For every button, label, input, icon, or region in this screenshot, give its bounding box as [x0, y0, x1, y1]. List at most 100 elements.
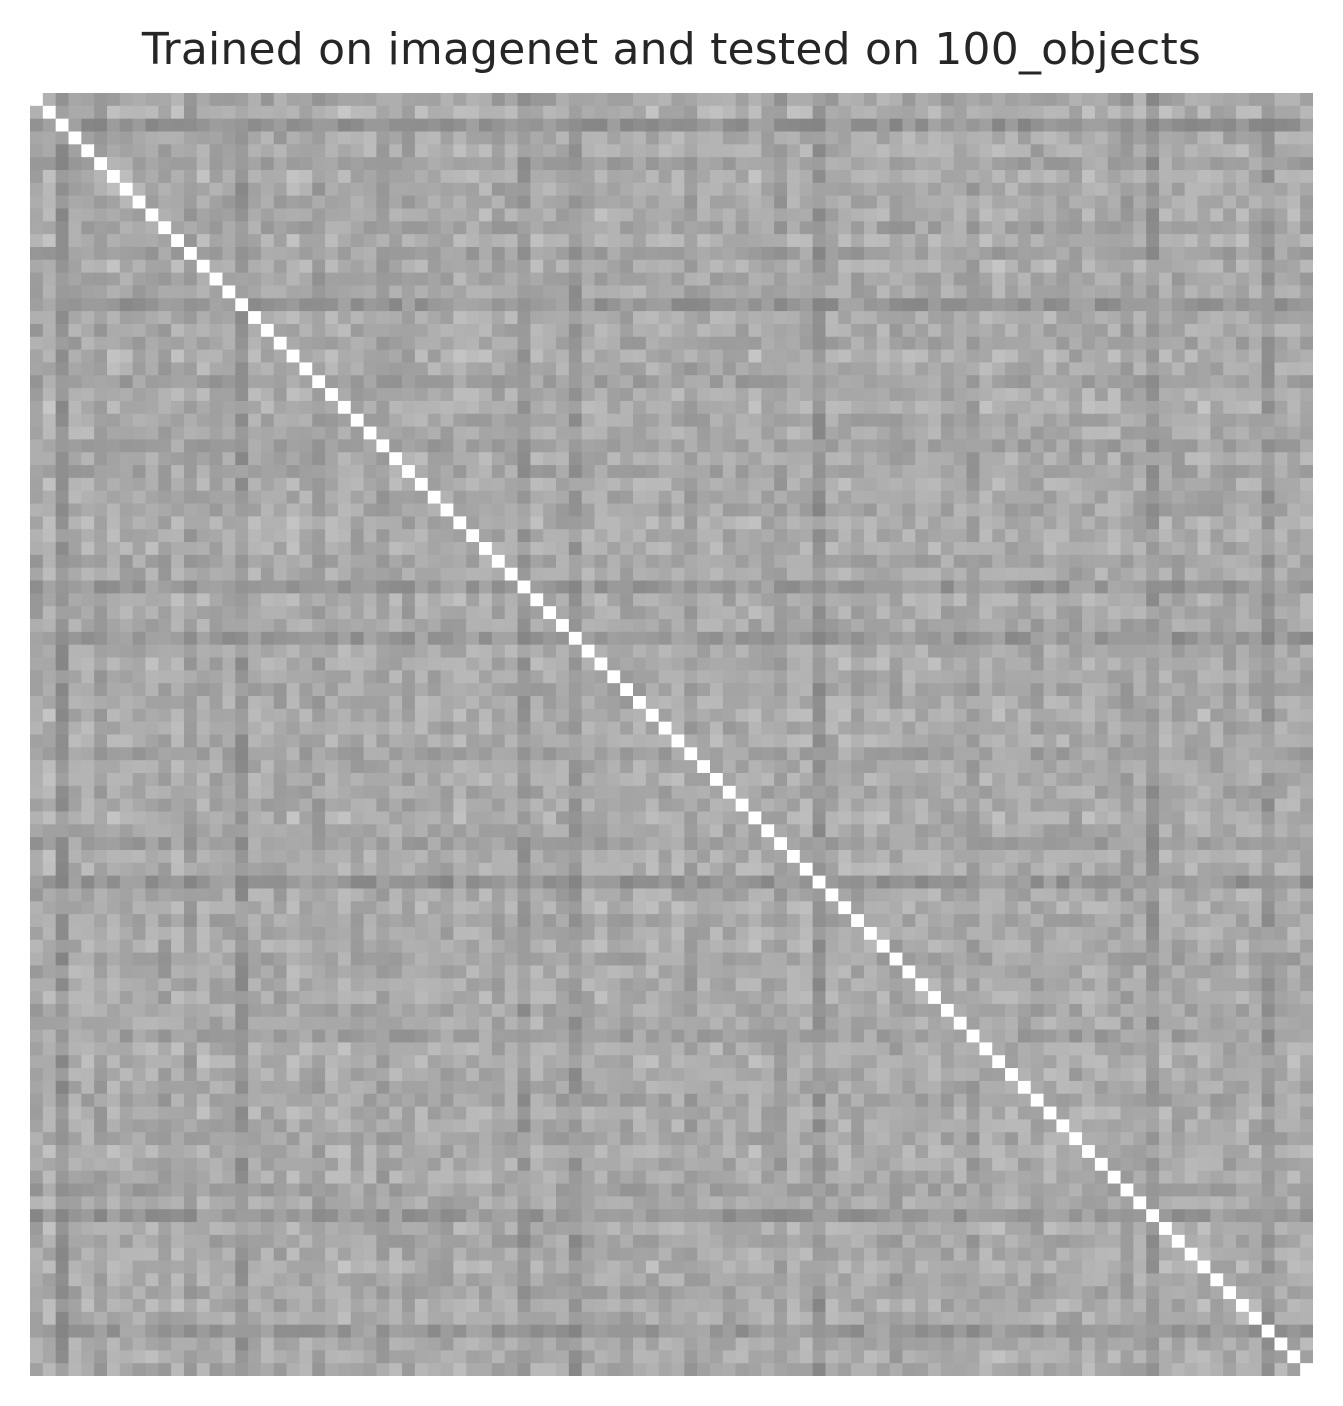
- heatmap-cell: [440, 529, 454, 543]
- heatmap-cell: [722, 670, 737, 684]
- heatmap-cell: [1197, 529, 1211, 543]
- heatmap-cell: [748, 708, 762, 723]
- heatmap-cell: [260, 182, 275, 197]
- heatmap-cell: [1094, 195, 1109, 210]
- heatmap-cell: [132, 144, 147, 158]
- heatmap-cell: [1120, 362, 1134, 376]
- heatmap-cell: [42, 131, 57, 145]
- heatmap-cell: [722, 542, 737, 556]
- heatmap-cell: [722, 349, 737, 364]
- heatmap-cell: [479, 477, 493, 492]
- heatmap-cell: [1223, 298, 1237, 312]
- heatmap-cell: [183, 619, 198, 633]
- heatmap-cell: [722, 259, 737, 274]
- heatmap-cell: [196, 362, 211, 376]
- heatmap-cell: [81, 542, 95, 556]
- heatmap-cell: [774, 554, 788, 569]
- heatmap-cell: [928, 323, 942, 338]
- heatmap-cell: [979, 503, 993, 517]
- heatmap-cell: [1287, 644, 1301, 659]
- heatmap-cell: [1159, 644, 1173, 659]
- heatmap-cell: [517, 644, 531, 659]
- heatmap-cell: [735, 593, 750, 607]
- heatmap-cell: [684, 580, 698, 594]
- heatmap-cell: [427, 400, 442, 415]
- heatmap-cell: [607, 349, 621, 364]
- heatmap-cell: [748, 285, 762, 299]
- heatmap-cell: [722, 144, 737, 158]
- heatmap-cell: [337, 285, 352, 299]
- heatmap-cell: [543, 708, 557, 723]
- heatmap-cell: [633, 195, 647, 210]
- heatmap-cell: [132, 439, 147, 453]
- heatmap-cell: [658, 708, 673, 723]
- heatmap-cell: [940, 542, 955, 556]
- heatmap-cell: [1171, 157, 1186, 171]
- heatmap-cell: [1133, 606, 1147, 620]
- heatmap-cell: [325, 323, 339, 338]
- heatmap-cell: [1223, 93, 1237, 107]
- heatmap-cell: [1248, 234, 1263, 248]
- heatmap-cell: [1005, 657, 1019, 671]
- heatmap-cell: [517, 182, 531, 197]
- heatmap-cell: [786, 683, 801, 697]
- heatmap-cell: [658, 285, 673, 299]
- heatmap-cell: [389, 490, 403, 505]
- heatmap-cell: [68, 195, 82, 210]
- heatmap-cell: [1248, 644, 1263, 659]
- heatmap-cell-diagonal: [350, 413, 365, 428]
- heatmap-cell: [1043, 490, 1057, 505]
- heatmap-cell: [812, 606, 827, 620]
- heatmap-cell: [684, 259, 698, 274]
- heatmap-cell: [1056, 644, 1070, 659]
- heatmap-cell: [1274, 580, 1288, 594]
- heatmap-cell: [119, 696, 134, 710]
- heatmap-cell: [697, 93, 711, 107]
- heatmap-cell: [1184, 375, 1199, 389]
- heatmap-cell: [786, 503, 801, 517]
- heatmap-cell: [312, 118, 326, 133]
- heatmap-cell: [581, 683, 596, 697]
- heatmap-cell: [979, 246, 993, 261]
- heatmap-cell: [1094, 221, 1109, 235]
- heatmap-cell: [389, 516, 403, 530]
- heatmap-cell: [543, 683, 557, 697]
- heatmap-cell: [543, 259, 557, 274]
- heatmap-cell: [915, 670, 929, 684]
- heatmap-cell: [106, 477, 121, 492]
- heatmap-cell: [851, 400, 865, 415]
- heatmap-cell: [786, 567, 801, 582]
- heatmap-cell: [222, 593, 236, 607]
- heatmap-cell: [453, 439, 467, 453]
- heatmap-cell: [581, 465, 596, 479]
- heatmap-cell: [889, 708, 904, 723]
- heatmap-cell: [953, 157, 968, 171]
- heatmap-cell: [1017, 670, 1032, 684]
- heatmap-cell: [350, 452, 365, 466]
- heatmap-cell: [530, 362, 544, 376]
- heatmap-cell: [171, 144, 185, 158]
- heatmap-cell: [722, 439, 737, 453]
- heatmap-cell: [504, 439, 519, 453]
- heatmap-cell: [684, 439, 698, 453]
- heatmap-cell: [607, 298, 621, 312]
- heatmap-cell: [928, 708, 942, 723]
- heatmap-cell: [196, 221, 211, 235]
- heatmap-cell: [1210, 683, 1224, 697]
- heatmap-cell: [466, 182, 480, 197]
- heatmap-cell: [658, 400, 673, 415]
- heatmap-cell: [774, 182, 788, 197]
- heatmap-cell: [106, 580, 121, 594]
- heatmap-cell: [106, 182, 121, 197]
- heatmap-cell: [915, 169, 929, 184]
- heatmap-cell: [286, 426, 301, 441]
- heatmap-cell: [594, 285, 608, 299]
- heatmap-cell: [953, 195, 968, 210]
- heatmap-cell: [1146, 644, 1160, 659]
- heatmap-cell: [992, 477, 1006, 492]
- heatmap-cell: [68, 298, 82, 312]
- heatmap-cell: [363, 580, 378, 594]
- heatmap-cell: [1171, 272, 1186, 287]
- heatmap-cell: [1171, 234, 1186, 248]
- heatmap-cell: [940, 580, 955, 594]
